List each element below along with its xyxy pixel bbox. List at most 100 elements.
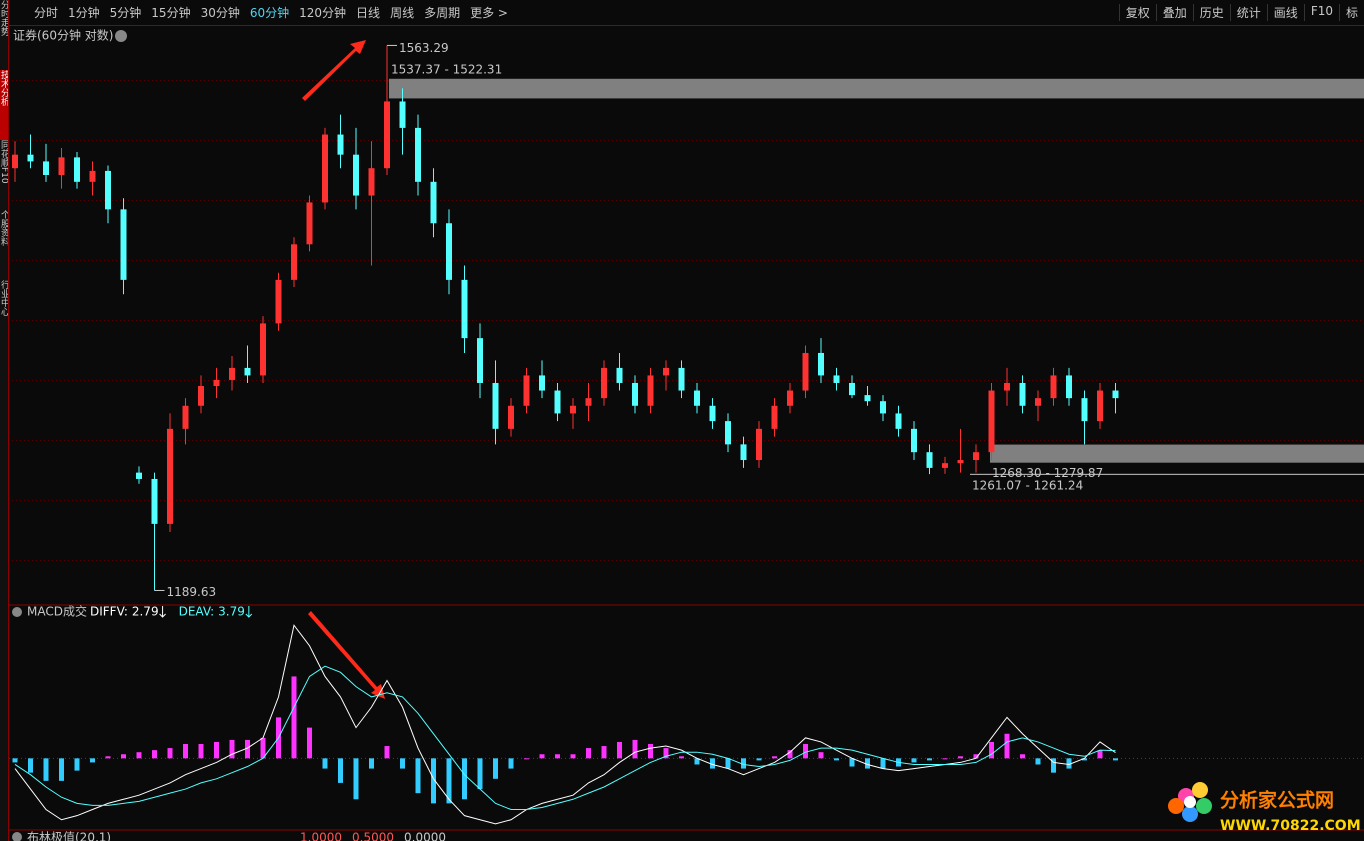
candle-body	[849, 382, 855, 396]
macd-bar	[105, 756, 111, 759]
candle-body	[647, 375, 654, 406]
macd-bar	[43, 758, 49, 781]
level-label: 1.0000	[300, 831, 342, 841]
candle-body	[384, 101, 390, 169]
candle-body	[291, 244, 297, 280]
legend-name: DIFFV:	[90, 605, 128, 619]
macd-bar	[865, 758, 870, 769]
zone-label: 1268.30 - 1279.87	[992, 466, 1103, 480]
watermark-url: WWW.70822.COM	[1220, 818, 1361, 834]
candle-body	[229, 367, 235, 380]
sidebar-tab[interactable]: 行业中心	[0, 280, 8, 316]
macd-bar	[384, 746, 390, 759]
sidebar-tab[interactable]: 技术分析	[0, 70, 8, 140]
candle-body	[415, 127, 421, 182]
macd-bar	[787, 750, 793, 759]
candle-body	[756, 428, 762, 461]
macd-bar	[59, 758, 64, 781]
watermark-title: 分析家公式网	[1220, 789, 1334, 812]
candle-body	[601, 367, 607, 399]
macd-bar	[508, 758, 514, 769]
tool-tab[interactable]: F10	[1303, 4, 1339, 21]
macd-bar	[415, 758, 421, 794]
candle-body	[911, 428, 917, 453]
macd-bar	[1051, 758, 1056, 773]
macd-bar	[555, 754, 560, 759]
macd-bar	[818, 752, 824, 759]
period-tab[interactable]: 120分钟	[299, 6, 347, 20]
high-label: 1563.29	[399, 41, 449, 55]
legend-value: 3.79	[218, 605, 245, 619]
macd-bar	[694, 758, 700, 765]
candle-body	[725, 421, 731, 445]
sidebar-tab[interactable]: 同花顺F10	[0, 140, 8, 184]
macd-bar	[167, 748, 173, 759]
period-tab[interactable]: 30分钟	[200, 6, 240, 20]
macd-bar	[927, 758, 932, 761]
period-tab[interactable]: 1分钟	[68, 6, 100, 20]
sidebar-tab[interactable]: 分时走势	[0, 0, 8, 36]
candle-body	[1050, 375, 1057, 399]
candle-body	[1112, 390, 1119, 399]
macd-bar	[1004, 733, 1010, 759]
period-tab[interactable]: 5分钟	[109, 6, 142, 20]
tool-tab[interactable]: 标	[1338, 4, 1364, 21]
period-tab[interactable]: 周线	[390, 6, 415, 20]
tool-tab[interactable]: 复权	[1118, 4, 1156, 21]
macd-bar	[632, 739, 638, 759]
candle-body	[787, 390, 793, 406]
candle-body	[182, 405, 189, 429]
gap-zone	[389, 78, 1364, 99]
macd-bar	[462, 758, 467, 800]
menu-icon[interactable]	[115, 30, 127, 42]
gap-zone	[990, 444, 1364, 463]
macd-bar	[198, 744, 204, 759]
macd-bar	[663, 748, 669, 759]
tool-tab[interactable]: 历史	[1192, 4, 1230, 21]
candle-body	[399, 101, 406, 128]
period-tab[interactable]: 更多 >	[470, 6, 508, 20]
period-tab[interactable]: 15分钟	[151, 6, 191, 20]
candle-body	[430, 181, 437, 224]
tool-tabs: 复权 叠加 历史 统计 画线 F10 标	[1118, 4, 1364, 21]
period-tab[interactable]: 日线	[356, 6, 381, 20]
candle-body	[120, 209, 127, 280]
macd-bar	[973, 754, 979, 759]
grid-pattern	[9, 27, 1364, 605]
level-label: 0.0000	[404, 831, 446, 841]
candle-body	[895, 413, 902, 429]
macd-bar	[958, 756, 963, 759]
sidebar-tab[interactable]: 个股资料	[0, 210, 8, 246]
tool-tab[interactable]: 画线	[1266, 4, 1304, 21]
candle-body	[709, 405, 716, 422]
macd-bar	[849, 758, 855, 767]
candle-body	[554, 390, 561, 414]
macd-bar	[493, 758, 498, 779]
macd-bar	[989, 741, 994, 759]
macd-bar	[911, 758, 917, 763]
candle-body	[322, 134, 328, 203]
candle-body	[27, 154, 34, 162]
candle-body	[1035, 398, 1041, 406]
macd-bar	[710, 758, 715, 769]
candle-body	[353, 154, 359, 196]
menu-icon[interactable]	[12, 607, 22, 617]
macd-bar	[1097, 750, 1103, 759]
candle-body	[105, 170, 111, 210]
period-tab[interactable]: 60分钟	[249, 6, 290, 20]
candle-body	[213, 379, 220, 386]
macd-bar	[400, 758, 405, 769]
price-pane-title: 证券(60分钟 对数)	[13, 28, 113, 43]
macd-bar	[617, 741, 622, 759]
macd-bar	[1113, 758, 1118, 761]
period-tab[interactable]: 分时	[34, 6, 59, 20]
tool-tab[interactable]: 统计	[1229, 4, 1267, 21]
macd-bar	[1066, 758, 1072, 769]
tool-tab[interactable]: 叠加	[1155, 4, 1193, 21]
candle-body	[1097, 390, 1103, 422]
candle-body	[12, 154, 18, 169]
period-tab[interactable]: 多周期	[424, 6, 461, 20]
legend-name: DEAV:	[179, 605, 215, 619]
menu-icon[interactable]	[12, 832, 22, 841]
sidebar: 分时走势技术分析 同花顺F10 个股资料行业中心	[0, 0, 9, 841]
